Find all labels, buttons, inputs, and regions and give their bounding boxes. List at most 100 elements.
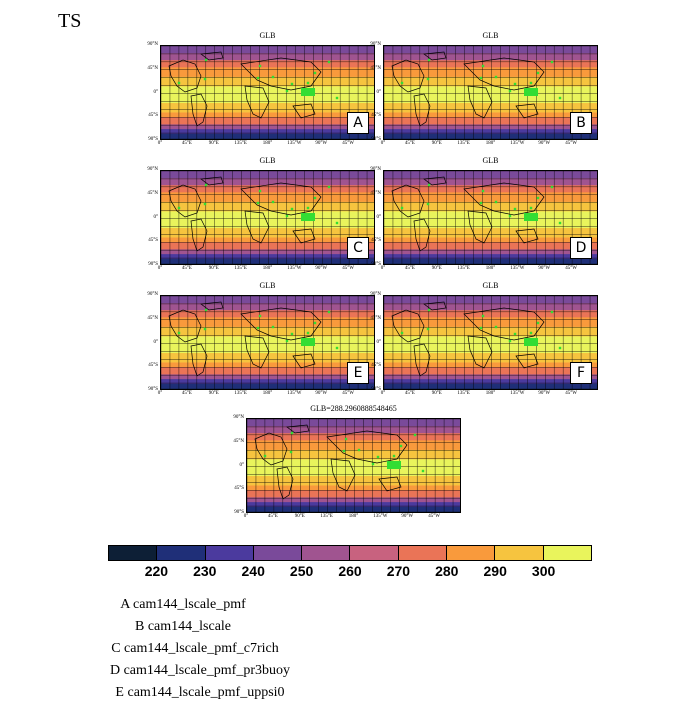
colorbar-swatch	[495, 546, 544, 560]
lat-tick-label: 45°N	[370, 315, 381, 321]
legend-entry-b: B cam144_lscale	[134, 619, 232, 634]
lon-tick-label: 90°W	[538, 141, 551, 146]
colorbar-swatch	[398, 546, 448, 560]
lon-tick-label: 90°E	[431, 141, 442, 146]
lon-tick-label: 45°W	[565, 266, 577, 271]
lat-tick-label: 90°S	[371, 387, 381, 392]
panel-letter-label: E	[347, 362, 369, 384]
lon-tick-label: 135°E	[234, 141, 247, 146]
panel-title: GLB	[259, 31, 276, 40]
panel-title: GLB	[259, 156, 276, 165]
map-panel: GLB=288.2960888548465 90°N 45°N 0° 45°S 90°S 0…	[233, 404, 461, 523]
lon-tick-label: 135°W	[287, 266, 302, 271]
panel-title: GLB	[482, 31, 499, 40]
lon-tick-label: 180°	[262, 266, 273, 271]
panel-letter-label: C	[347, 237, 369, 259]
lon-tick-label: 180°	[262, 391, 273, 396]
colorbar-swatch	[109, 546, 158, 560]
lon-tick-label: 0°	[157, 391, 163, 396]
lat-tick-label: 45°S	[148, 113, 158, 119]
colorbar-tick-label: 270	[386, 563, 411, 579]
lon-tick-label: 45°E	[181, 141, 192, 146]
lat-tick-label: 0°	[153, 214, 159, 220]
lat-tick-label: 90°S	[371, 137, 381, 142]
lat-tick-label: 45°N	[370, 65, 381, 71]
lon-tick-label: 90°W	[315, 266, 328, 271]
lon-tick-label: 90°W	[401, 514, 414, 519]
lat-tick-label: 90°S	[148, 137, 158, 142]
legend-entry-c: C cam144_lscale_pmf_c7rich	[111, 641, 279, 656]
map-area	[160, 170, 375, 265]
lon-tick-label: 135°W	[287, 141, 302, 146]
lon-tick-label: 0°	[243, 514, 249, 519]
colorbar-swatch	[302, 546, 351, 560]
lat-tick-label: 90°N	[147, 292, 158, 297]
lat-tick-label: 0°	[376, 89, 382, 95]
lat-tick-label: 90°N	[233, 415, 244, 420]
lat-tick-label: 0°	[153, 89, 159, 95]
lon-tick-label: 135°W	[287, 391, 302, 396]
map-panel: GLB 90°N 45°N 0° 45°S 90°S 0° 45°E 90°E 135°E 180°…	[147, 281, 375, 400]
colorbar-swatch	[447, 546, 496, 560]
map-area	[160, 45, 375, 140]
lon-tick-label: 45°E	[404, 391, 415, 396]
lon-tick-label: 45°E	[404, 141, 415, 146]
lon-tick-label: 45°W	[342, 266, 354, 271]
lon-tick-label: 0°	[380, 141, 386, 146]
lat-tick-label: 0°	[153, 339, 159, 345]
lon-tick-label: 45°E	[267, 514, 278, 519]
lon-tick-label: 135°E	[457, 141, 470, 146]
lon-tick-label: 135°E	[457, 391, 470, 396]
panel-title: GLB=288.2960888548465	[310, 404, 397, 413]
lon-tick-label: 135°E	[457, 266, 470, 271]
lon-tick-label: 90°E	[294, 514, 305, 519]
lat-tick-label: 90°S	[148, 387, 158, 392]
lon-tick-label: 45°E	[181, 391, 192, 396]
panel-letter-label: B	[570, 112, 592, 134]
colorbar-tick-label: 230	[193, 563, 217, 579]
lon-tick-label: 135°W	[510, 391, 525, 396]
lon-tick-label: 135°W	[373, 514, 388, 519]
lon-tick-label: 180°	[485, 391, 496, 396]
colorbar-tick-label: 280	[435, 563, 459, 579]
lon-tick-label: 90°E	[208, 266, 219, 271]
panel-title: GLB	[482, 281, 499, 290]
lat-tick-label: 90°S	[371, 262, 381, 267]
colorbar-tick-label: 300	[531, 563, 556, 579]
lon-tick-label: 135°E	[320, 514, 333, 519]
colorbar-tick-label: 240	[241, 563, 265, 579]
colorbar-tick-label: 260	[338, 563, 362, 579]
lon-tick-label: 180°	[348, 514, 359, 519]
lat-tick-label: 45°N	[233, 438, 244, 444]
lat-tick-label: 90°N	[370, 292, 381, 297]
lat-tick-label: 45°N	[147, 315, 158, 321]
lon-tick-label: 135°W	[510, 141, 525, 146]
map-panel: GLB 90°N 45°N 0° 45°S 90°S 0° 45°E 90°E 135°E 180°…	[147, 31, 375, 150]
lon-tick-label: 45°W	[342, 391, 354, 396]
lon-tick-label: 90°W	[538, 266, 551, 271]
map-area	[383, 170, 598, 265]
lat-tick-label: 90°N	[370, 167, 381, 172]
map-panel: GLB 90°N 45°N 0° 45°S 90°S 0° 45°E 90°E 135°E 180°…	[370, 31, 598, 150]
page-title: TS	[58, 10, 82, 32]
lon-tick-label: 90°E	[208, 141, 219, 146]
lon-tick-label: 45°W	[565, 391, 577, 396]
lat-tick-label: 90°S	[148, 262, 158, 267]
lon-tick-label: 45°E	[181, 266, 192, 271]
lat-tick-label: 90°N	[370, 42, 381, 47]
lon-tick-label: 45°W	[428, 514, 440, 519]
colorbar-tick-label: 250	[289, 563, 314, 579]
colorbar-swatch	[157, 546, 206, 560]
map-area	[246, 418, 461, 513]
map-area	[383, 45, 598, 140]
colorbar-tick-label: 220	[144, 563, 169, 579]
map-panel: GLB 90°N 45°N 0° 45°S 90°S 0° 45°E 90°E 135°E 180°…	[370, 281, 598, 400]
panel-letter-label: F	[570, 362, 592, 384]
lat-tick-label: 45°S	[371, 363, 381, 369]
lon-tick-label: 0°	[380, 391, 386, 396]
lon-tick-label: 90°W	[538, 391, 551, 396]
lat-tick-label: 90°N	[147, 42, 158, 47]
lon-tick-label: 45°E	[404, 266, 415, 271]
lon-tick-label: 0°	[380, 266, 386, 271]
lat-tick-label: 45°N	[147, 190, 158, 196]
